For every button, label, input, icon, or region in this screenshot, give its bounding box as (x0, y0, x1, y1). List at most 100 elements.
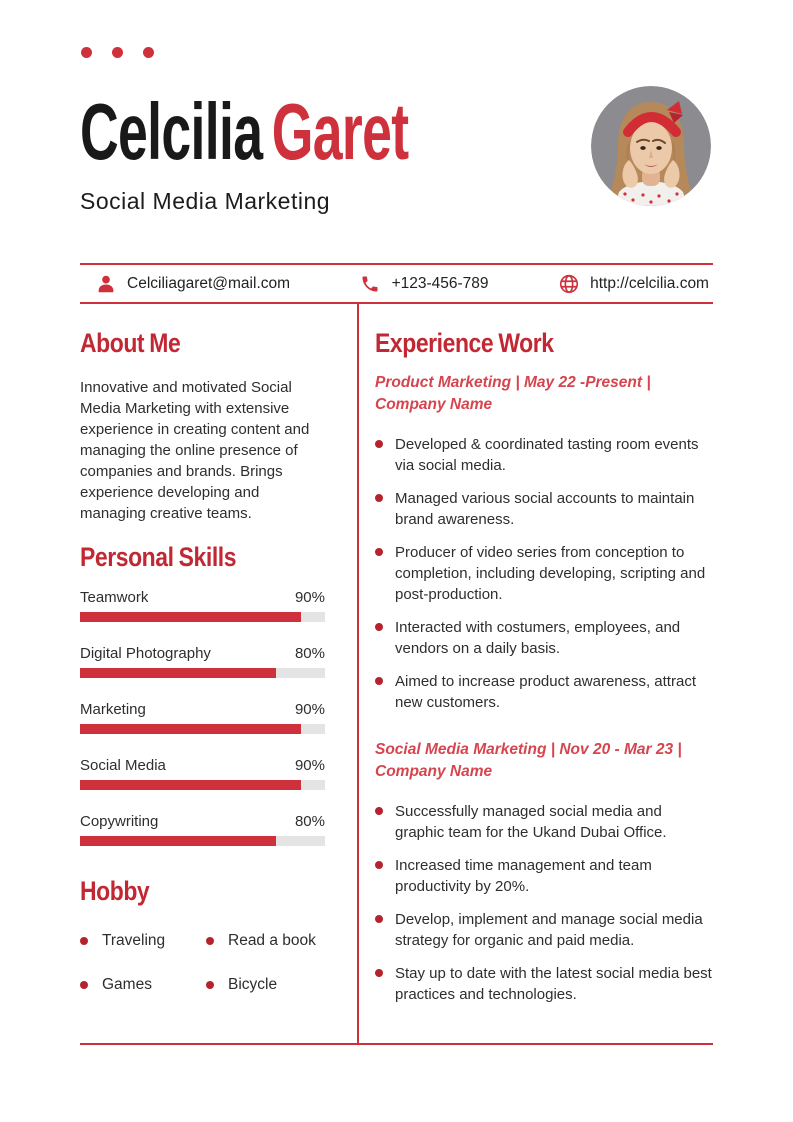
about-text: Innovative and motivated Social Media Ma… (80, 379, 310, 522)
hobby-item: Bicycle (206, 975, 325, 995)
bullet-dot-icon (375, 548, 383, 556)
person-icon (94, 272, 117, 295)
skill-bar-track (80, 780, 325, 790)
dot-icon (112, 47, 123, 58)
skill-bar-track (80, 724, 325, 734)
portrait-illustration (591, 86, 711, 206)
bullet-dot-icon (375, 440, 383, 448)
hobby-item: Games (80, 975, 206, 995)
bullet-dot-icon (375, 807, 383, 815)
skill-percent: 90% (294, 589, 325, 606)
skill-label: Copywriting (80, 813, 159, 830)
first-name: Celcilia (80, 87, 263, 176)
hobby-title: Hobby (80, 876, 150, 906)
skill-bar-fill (80, 612, 301, 622)
header: Celcilia Garet Social Media Marketing (0, 0, 793, 215)
experience-job: Social Media Marketing | Nov 20 - Mar 23… (375, 739, 713, 1005)
skill-label: Digital Photography (80, 645, 211, 662)
experience-bullet: Increased time management and team produ… (375, 855, 713, 897)
skills-title: Personal Skills (80, 542, 237, 572)
content-columns: About Me Innovative and motivated Social… (80, 304, 713, 1045)
experience-bullet: Producer of video series from conception… (375, 542, 713, 605)
skill-bar-fill (80, 780, 301, 790)
experience-bullet: Develop, implement and manage social med… (375, 909, 713, 951)
skill-item: Marketing 90% (80, 700, 325, 734)
contact-email: Celciliagaret@mail.com (94, 272, 290, 295)
experience-bullet: Developed & coordinated tasting room eve… (375, 434, 713, 476)
skill-bar-track (80, 668, 325, 678)
skill-percent: 80% (294, 813, 325, 830)
hobby-item: Traveling (80, 931, 206, 951)
experience-bullet: Aimed to increase product awareness, att… (375, 671, 713, 713)
job-subtitle: Social Media Marketing (80, 188, 331, 214)
job-heading: Product Marketing | May 22 -Present | Co… (375, 374, 651, 413)
email-text: Celciliagaret@mail.com (127, 274, 291, 292)
experience-bullet: Interacted with costumers, employees, an… (375, 617, 713, 659)
job-bullets: Developed & coordinated tasting room eve… (375, 434, 713, 713)
experience-title: Experience Work (375, 328, 554, 358)
skill-label: Marketing (80, 701, 146, 718)
bullet-text: Interacted with costumers, employees, an… (395, 619, 681, 657)
skill-label: Teamwork (80, 589, 149, 606)
hobby-item: Read a book (206, 931, 325, 951)
contact-phone: +123-456-789 (359, 272, 489, 295)
page-title: Celcilia Garet (80, 92, 713, 172)
column-divider (357, 304, 359, 1043)
bullet-text: Aimed to increase product awareness, att… (395, 673, 696, 711)
website-text: http://celcilia.com (590, 274, 709, 292)
bullet-dot-icon (206, 937, 214, 945)
skill-bar-fill (80, 836, 276, 846)
bullet-dot-icon (375, 969, 383, 977)
bullet-dot-icon (375, 915, 383, 923)
hobby-label: Read a book (228, 932, 316, 949)
bullet-dot-icon (375, 494, 383, 502)
skill-label: Social Media (80, 757, 166, 774)
hobby-list: Traveling Read a book Games Bicycle (80, 931, 325, 995)
skill-item: Digital Photography 80% (80, 644, 325, 678)
profile-photo (591, 86, 711, 206)
right-column: Experience Work Product Marketing | May … (359, 304, 713, 1043)
skill-bar-fill (80, 724, 301, 734)
bullet-text: Increased time management and team produ… (395, 857, 652, 895)
dot-icon (143, 47, 154, 58)
bullet-text: Develop, implement and manage social med… (395, 911, 703, 949)
bullet-text: Managed various social accounts to maint… (395, 490, 695, 528)
skill-percent: 90% (294, 701, 325, 718)
skill-item: Social Media 90% (80, 756, 325, 790)
hobby-label: Traveling (102, 932, 166, 949)
phone-icon (359, 272, 382, 295)
last-name: Garet (271, 87, 409, 176)
skill-bar-track (80, 612, 325, 622)
experience-bullet: Successfully managed social media and gr… (375, 801, 713, 843)
job-bullets: Successfully managed social media and gr… (375, 801, 713, 1005)
about-title: About Me (80, 328, 181, 358)
bullet-text: Stay up to date with the latest social m… (395, 965, 712, 1003)
skill-percent: 80% (294, 645, 325, 662)
bullet-dot-icon (80, 981, 88, 989)
bullet-text: Successfully managed social media and gr… (395, 803, 667, 841)
skill-bar-fill (80, 668, 276, 678)
job-heading: Social Media Marketing | Nov 20 - Mar 23… (375, 741, 682, 780)
hobby-label: Bicycle (228, 976, 278, 993)
contact-website: http://celcilia.com (557, 272, 709, 295)
experience-bullet: Stay up to date with the latest social m… (375, 963, 713, 1005)
skill-bar-track (80, 836, 325, 846)
dot-icon (81, 47, 92, 58)
phone-text: +123-456-789 (391, 274, 489, 292)
bullet-dot-icon (375, 677, 383, 685)
skill-percent: 90% (294, 757, 325, 774)
bullet-dot-icon (375, 623, 383, 631)
experience-bullet: Managed various social accounts to maint… (375, 488, 713, 530)
bullet-text: Developed & coordinated tasting room eve… (395, 436, 699, 474)
bullet-dot-icon (375, 861, 383, 869)
decor-dots (81, 47, 154, 58)
left-column: About Me Innovative and motivated Social… (80, 304, 357, 1043)
skill-item: Teamwork 90% (80, 588, 325, 622)
globe-icon (557, 272, 580, 295)
bullet-dot-icon (206, 981, 214, 989)
hobby-label: Games (102, 976, 152, 993)
bullet-text: Producer of video series from conception… (395, 544, 706, 603)
experience-job: Product Marketing | May 22 -Present | Co… (375, 372, 713, 713)
skill-item: Copywriting 80% (80, 812, 325, 846)
